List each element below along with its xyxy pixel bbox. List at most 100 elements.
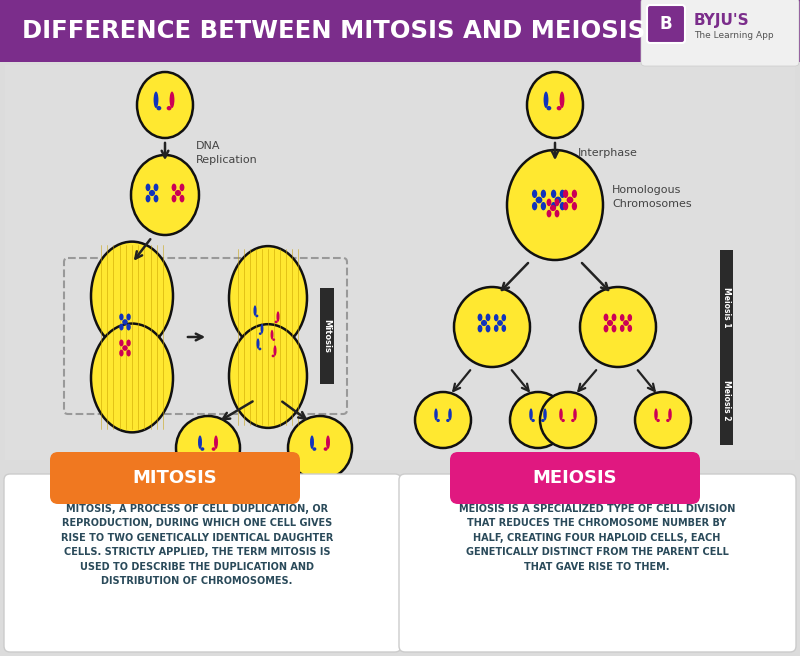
- Ellipse shape: [171, 195, 177, 203]
- Ellipse shape: [154, 195, 158, 203]
- Ellipse shape: [91, 323, 173, 432]
- Ellipse shape: [668, 409, 672, 420]
- Ellipse shape: [557, 106, 562, 110]
- FancyBboxPatch shape: [623, 458, 630, 498]
- Ellipse shape: [270, 330, 274, 340]
- Ellipse shape: [229, 324, 307, 428]
- Ellipse shape: [546, 106, 551, 110]
- Text: Meiosis 1: Meiosis 1: [722, 287, 731, 328]
- FancyBboxPatch shape: [85, 458, 92, 498]
- FancyBboxPatch shape: [4, 474, 401, 652]
- FancyBboxPatch shape: [241, 458, 248, 498]
- Ellipse shape: [324, 447, 328, 451]
- Ellipse shape: [611, 314, 617, 321]
- Ellipse shape: [259, 333, 262, 335]
- Ellipse shape: [137, 72, 193, 138]
- FancyBboxPatch shape: [175, 458, 182, 498]
- Ellipse shape: [434, 409, 438, 420]
- FancyBboxPatch shape: [289, 458, 296, 498]
- FancyBboxPatch shape: [320, 288, 334, 384]
- FancyBboxPatch shape: [720, 355, 733, 445]
- FancyBboxPatch shape: [689, 458, 696, 498]
- Ellipse shape: [574, 409, 577, 420]
- Ellipse shape: [277, 312, 279, 322]
- Ellipse shape: [560, 190, 565, 198]
- FancyBboxPatch shape: [73, 458, 80, 498]
- Ellipse shape: [560, 202, 565, 211]
- FancyBboxPatch shape: [557, 458, 564, 498]
- Text: MITOSIS, A PROCESS OF CELL DUPLICATION, OR
REPRODUCTION, DURING WHICH ONE CELL G: MITOSIS, A PROCESS OF CELL DUPLICATION, …: [61, 504, 333, 586]
- Ellipse shape: [171, 184, 177, 191]
- FancyBboxPatch shape: [277, 458, 284, 498]
- FancyBboxPatch shape: [50, 452, 300, 504]
- FancyBboxPatch shape: [187, 458, 194, 498]
- Ellipse shape: [157, 106, 162, 110]
- FancyBboxPatch shape: [491, 458, 498, 498]
- Ellipse shape: [603, 314, 609, 321]
- Ellipse shape: [126, 340, 130, 346]
- Ellipse shape: [510, 392, 566, 448]
- Ellipse shape: [572, 190, 577, 198]
- FancyBboxPatch shape: [121, 458, 128, 498]
- Ellipse shape: [146, 184, 150, 191]
- FancyBboxPatch shape: [479, 458, 486, 498]
- Ellipse shape: [559, 92, 565, 108]
- Text: The Learning App: The Learning App: [694, 31, 774, 41]
- FancyBboxPatch shape: [509, 458, 516, 498]
- FancyBboxPatch shape: [115, 458, 122, 498]
- FancyBboxPatch shape: [497, 458, 504, 498]
- Ellipse shape: [154, 184, 158, 191]
- FancyBboxPatch shape: [641, 0, 799, 66]
- FancyBboxPatch shape: [55, 458, 62, 498]
- Ellipse shape: [486, 314, 490, 321]
- Ellipse shape: [541, 190, 546, 198]
- FancyBboxPatch shape: [91, 458, 98, 498]
- Text: DNA
Replication: DNA Replication: [196, 141, 258, 165]
- FancyBboxPatch shape: [647, 5, 685, 43]
- FancyBboxPatch shape: [67, 458, 74, 498]
- FancyBboxPatch shape: [587, 458, 594, 498]
- Ellipse shape: [543, 92, 549, 108]
- FancyBboxPatch shape: [259, 458, 266, 498]
- Ellipse shape: [446, 419, 450, 422]
- Ellipse shape: [554, 197, 562, 203]
- FancyBboxPatch shape: [485, 458, 492, 498]
- Ellipse shape: [122, 345, 128, 351]
- FancyBboxPatch shape: [635, 458, 642, 498]
- Text: Interphase: Interphase: [578, 148, 638, 158]
- Ellipse shape: [119, 314, 123, 320]
- FancyBboxPatch shape: [720, 250, 733, 365]
- Ellipse shape: [554, 199, 559, 206]
- Ellipse shape: [200, 447, 204, 451]
- Ellipse shape: [154, 92, 158, 108]
- Ellipse shape: [497, 320, 503, 326]
- Ellipse shape: [635, 392, 691, 448]
- Ellipse shape: [146, 195, 150, 203]
- FancyBboxPatch shape: [581, 458, 588, 498]
- FancyBboxPatch shape: [61, 458, 68, 498]
- Ellipse shape: [179, 195, 185, 203]
- FancyBboxPatch shape: [450, 452, 700, 504]
- Ellipse shape: [261, 324, 263, 333]
- FancyBboxPatch shape: [223, 458, 230, 498]
- Text: B: B: [660, 15, 672, 33]
- Ellipse shape: [559, 409, 562, 420]
- Ellipse shape: [126, 314, 130, 320]
- Ellipse shape: [274, 345, 277, 356]
- FancyBboxPatch shape: [79, 458, 86, 498]
- FancyBboxPatch shape: [611, 458, 618, 498]
- Ellipse shape: [562, 419, 565, 422]
- Ellipse shape: [212, 447, 216, 451]
- FancyBboxPatch shape: [533, 458, 540, 498]
- Ellipse shape: [627, 325, 632, 332]
- Ellipse shape: [91, 241, 173, 350]
- FancyBboxPatch shape: [399, 474, 796, 652]
- Text: Homologous
Chromosomes: Homologous Chromosomes: [612, 185, 692, 209]
- FancyBboxPatch shape: [539, 458, 546, 498]
- Ellipse shape: [527, 72, 583, 138]
- Ellipse shape: [571, 419, 574, 422]
- FancyBboxPatch shape: [97, 458, 104, 498]
- Ellipse shape: [119, 340, 123, 346]
- Ellipse shape: [288, 416, 352, 480]
- Ellipse shape: [486, 325, 490, 333]
